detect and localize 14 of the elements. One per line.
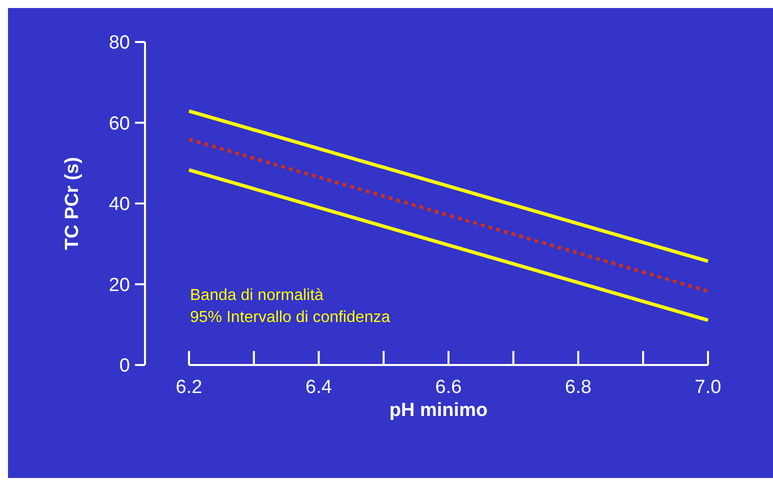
annotation: Banda di normalità [190, 287, 324, 304]
y-tick-label: 80 [108, 32, 130, 54]
y-tick-label: 20 [108, 274, 130, 296]
y-tick-label: 40 [108, 194, 130, 216]
y-tick-label: 0 [119, 356, 130, 377]
x-tick-label: 6.6 [435, 377, 462, 398]
x-tick-label: 6.2 [176, 377, 202, 398]
x-axis-title: pH minimo [389, 400, 488, 421]
y-axis-title: TC PCr (s) [62, 157, 83, 250]
x-tick-label: 6.4 [306, 377, 332, 398]
x-tick-label: 7.0 [694, 377, 722, 398]
y-tick-label: 60 [108, 113, 130, 134]
annotation: 95% Intervallo di confidenza [190, 309, 390, 326]
x-tick-label: 6.8 [565, 377, 592, 398]
